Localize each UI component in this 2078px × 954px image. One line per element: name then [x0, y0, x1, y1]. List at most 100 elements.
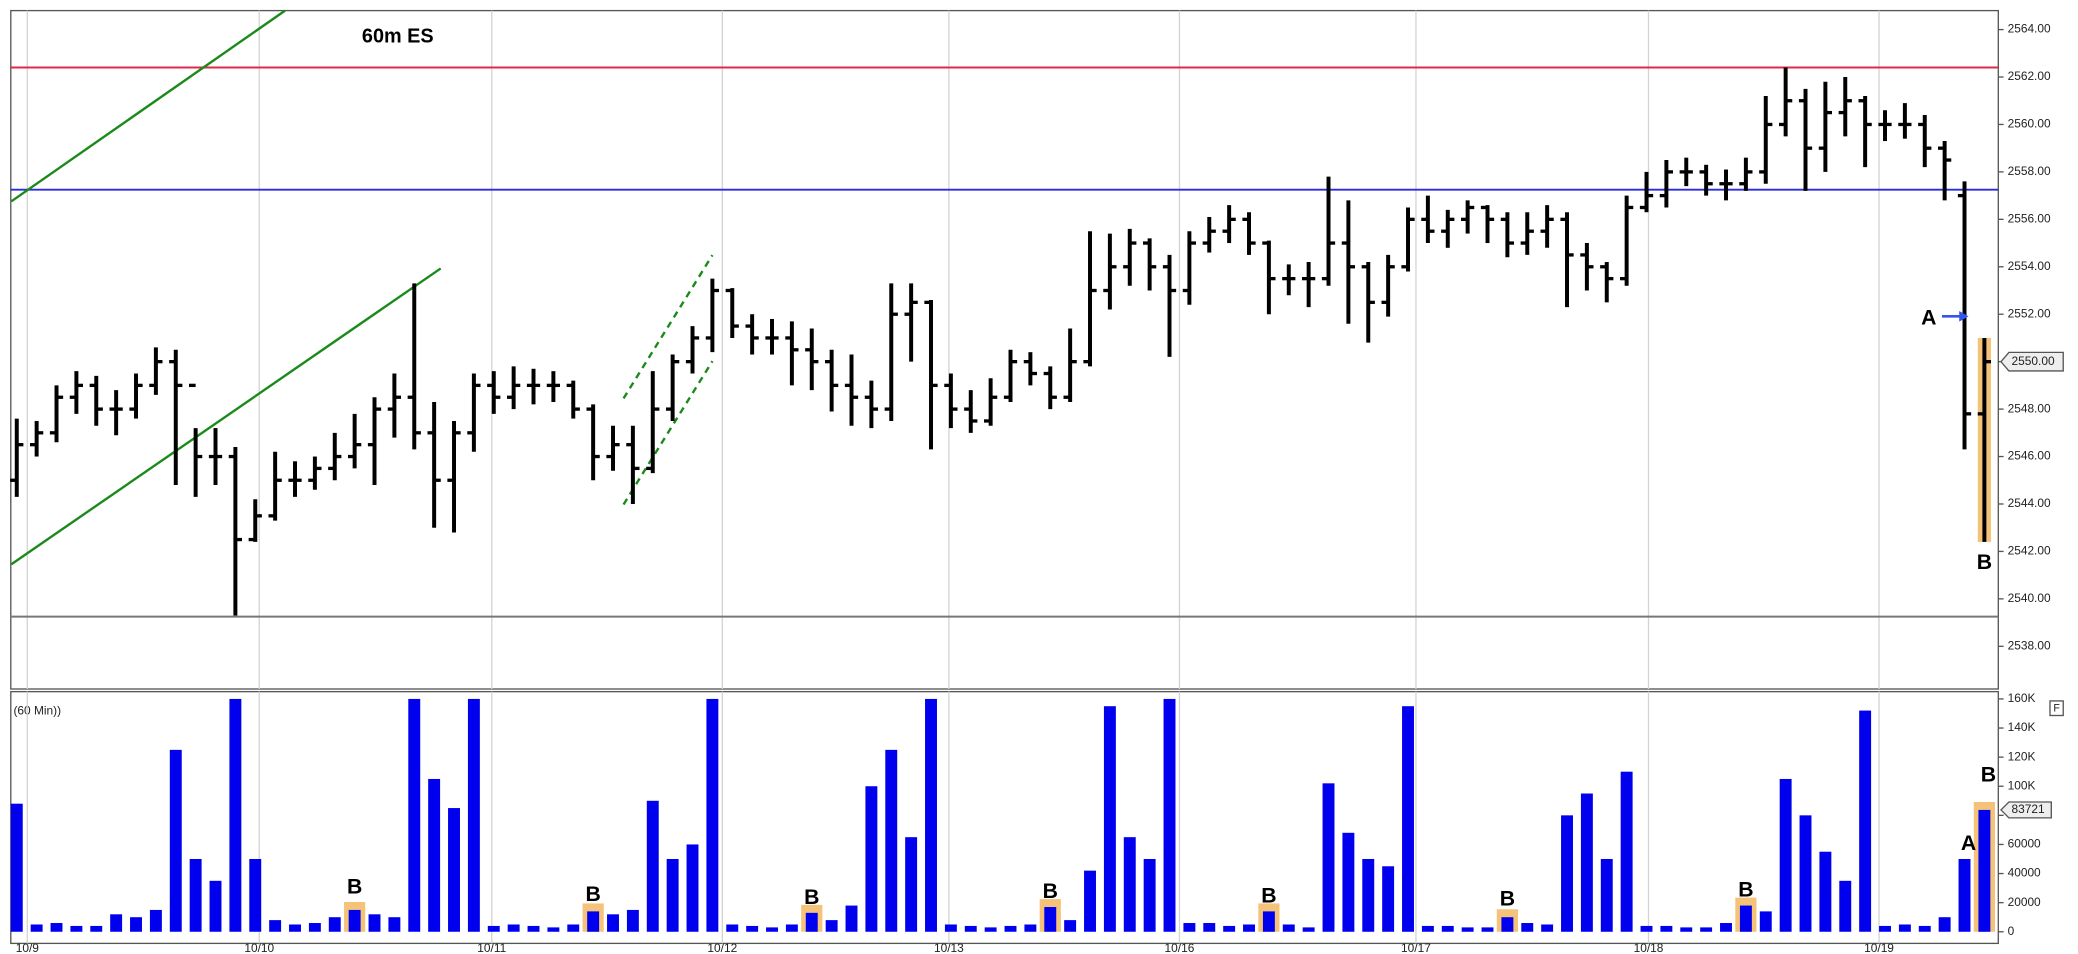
- annotation: B: [1043, 880, 1058, 903]
- volume-bar: [1640, 925, 1653, 932]
- annotation: A: [1921, 307, 1936, 330]
- y-tick-label: 2564.00: [2008, 22, 2051, 36]
- volume-bar: [1938, 917, 1951, 932]
- volume-bar: [706, 698, 719, 932]
- y-tick-label: 2548.00: [2008, 401, 2051, 415]
- volume-bar: [547, 927, 560, 932]
- volume-bar: [1819, 851, 1832, 932]
- volume-bar: [1282, 924, 1295, 932]
- y-tick-label: 2560.00: [2008, 117, 2051, 131]
- volume-bar: [1382, 866, 1395, 932]
- volume-bar: [428, 778, 441, 932]
- annotation: B: [1261, 884, 1276, 907]
- volume-bar: [1660, 925, 1673, 932]
- price-marker-label: 2550.00: [2012, 354, 2055, 368]
- volume-bar: [487, 925, 500, 932]
- y-tick-label: 0: [2008, 924, 2015, 938]
- x-tick-label: 10/17: [1401, 941, 1431, 954]
- volume-bar: [368, 914, 381, 932]
- panel-button-label[interactable]: F: [2053, 703, 2060, 715]
- annotation: B: [1981, 764, 1996, 787]
- x-tick-label: 10/12: [707, 941, 737, 954]
- volume-bar: [30, 924, 43, 932]
- volume-bar: [626, 909, 639, 932]
- volume-bar: [1024, 924, 1037, 932]
- chart-title: 60m ES: [362, 25, 434, 47]
- y-tick-label: 2552.00: [2008, 306, 2051, 320]
- volume-bar: [1481, 927, 1494, 932]
- y-tick-label: 2556.00: [2008, 211, 2051, 225]
- volume-bar: [1799, 815, 1812, 932]
- volume-bar: [90, 925, 103, 932]
- volume-bar: [110, 914, 123, 932]
- volume-bar: [1064, 920, 1077, 932]
- volume-bar: [607, 914, 619, 932]
- volume-bar: [1541, 924, 1554, 932]
- volume-bar: [567, 924, 580, 932]
- volume-bar: [964, 925, 977, 932]
- volume-bar: [1044, 907, 1057, 932]
- arrow-head: [1959, 311, 1969, 322]
- trendline: [622, 254, 714, 400]
- volume-bar: [825, 920, 838, 932]
- volume-bar: [1501, 917, 1514, 932]
- trendline: [622, 360, 714, 506]
- volume-bar: [1103, 706, 1116, 932]
- volume-bar: [766, 927, 778, 932]
- volume-bar: [746, 925, 759, 932]
- x-tick-label: 10/11: [477, 941, 506, 954]
- volume-bar: [1223, 925, 1236, 932]
- volume-bar: [1580, 793, 1593, 932]
- volume-bar: [1441, 925, 1454, 932]
- x-tick-label: 10/18: [1634, 941, 1664, 954]
- y-tick-label: 120K: [2008, 749, 2036, 763]
- volume-bar: [1402, 706, 1414, 932]
- volume-bar: [984, 927, 997, 932]
- trendline: [10, 267, 442, 566]
- volume-bar: [467, 698, 480, 932]
- volume-bar: [249, 858, 262, 932]
- volume-bar: [1680, 927, 1693, 932]
- volume-bar: [1183, 923, 1196, 932]
- volume-bar: [1262, 911, 1275, 932]
- volume-bar: [149, 909, 162, 932]
- volume-bar: [1084, 870, 1096, 932]
- volume-bar: [209, 880, 222, 932]
- annotation: B: [1500, 887, 1515, 910]
- volume-bar: [408, 698, 421, 932]
- volume-bar: [1918, 925, 1931, 932]
- volume-bar: [527, 925, 540, 932]
- y-tick-label: 40000: [2008, 866, 2041, 880]
- panel-button[interactable]: [2049, 700, 2064, 717]
- volume-bar: [1839, 880, 1852, 932]
- trendline: [10, 9, 286, 203]
- volume-bar: [1859, 710, 1872, 932]
- volume-bar: [10, 803, 23, 932]
- volume-bar: [328, 917, 341, 932]
- y-tick-label: 2562.00: [2008, 69, 2051, 83]
- volume-bar: [1779, 778, 1792, 932]
- volume-bar: [944, 924, 957, 932]
- volume-bar: [1342, 832, 1355, 932]
- y-tick-label: 2542.00: [2008, 544, 2051, 558]
- volume-bar: [1561, 815, 1573, 932]
- panel-label: (60 Min)): [13, 704, 61, 718]
- volume-bar: [1958, 858, 1971, 932]
- volume-bar: [70, 925, 83, 932]
- y-tick-label: 2544.00: [2008, 496, 2051, 510]
- annotation: B: [804, 886, 819, 909]
- y-tick-label: 2546.00: [2008, 449, 2051, 463]
- y-tick-label: 2540.00: [2008, 591, 2051, 605]
- y-tick-label: 20000: [2008, 895, 2041, 909]
- volume-bar: [130, 917, 142, 932]
- volume-bar: [1004, 925, 1017, 932]
- annotation: B: [1738, 879, 1753, 902]
- volume-bar: [1143, 858, 1156, 932]
- volume-bar: [865, 786, 878, 932]
- volume-bar: [845, 905, 858, 932]
- volume-bar: [1302, 927, 1315, 932]
- volume-bar: [646, 800, 659, 932]
- volume-bar: [1123, 837, 1136, 932]
